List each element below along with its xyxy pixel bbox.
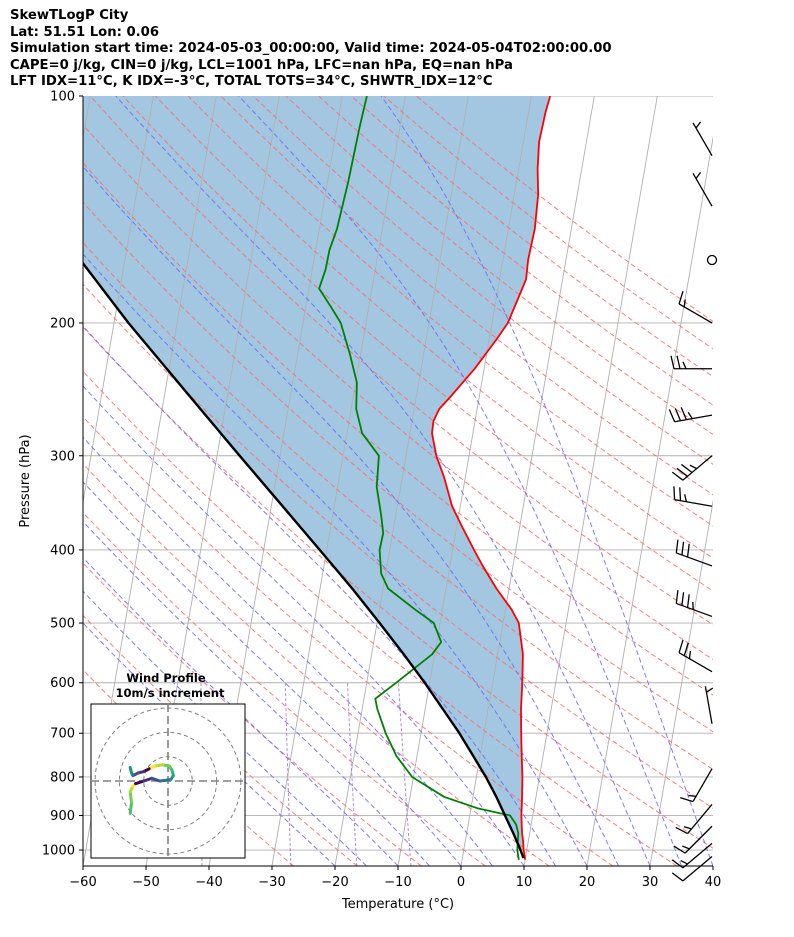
chart-header: SkewTLogP City Lat: 51.51 Lon: 0.06 Simu… <box>10 8 612 91</box>
moist-adiabat <box>380 96 713 866</box>
x-tick-label: 40 <box>705 875 722 890</box>
moist-adiabat <box>83 253 588 866</box>
wind-barb <box>704 686 714 724</box>
dry-adiabat <box>83 562 422 866</box>
wind-barb <box>706 254 718 266</box>
moist-adiabat <box>83 557 399 866</box>
y-tick-label: 500 <box>50 617 75 632</box>
x-tick-label: 20 <box>579 875 596 890</box>
wind-barb <box>671 856 713 882</box>
hodograph-trace-segment <box>128 766 134 775</box>
wind-barb <box>673 825 713 854</box>
mixing-ratio-line <box>398 682 412 866</box>
dry-adiabat <box>187 96 713 527</box>
hodograph-title: Wind Profile <box>126 671 206 685</box>
wind-barb <box>675 590 713 618</box>
profiles <box>83 96 552 860</box>
hodograph-trace-segment <box>128 790 134 805</box>
simulation-times: Simulation start time: 2024-05-03_00:00:… <box>10 41 612 56</box>
dry-adiabat <box>83 162 713 696</box>
isotherm-line <box>712 863 713 866</box>
x-tick-label: 0 <box>457 875 465 890</box>
hodograph-trace-segment <box>158 778 173 783</box>
wind-barb <box>692 121 713 157</box>
dry-adiabat <box>83 124 713 661</box>
y-tick-label: 800 <box>50 770 75 785</box>
wind-barb <box>692 171 713 207</box>
y-tick-label: 600 <box>50 676 75 691</box>
y-tick-label: 200 <box>50 316 75 331</box>
moist-adiabat <box>83 520 430 866</box>
dry-adiabat <box>83 614 358 866</box>
dry-adiabat <box>83 416 614 866</box>
dry-adiabat <box>155 96 713 559</box>
wind-barb <box>673 486 713 507</box>
wind-barb <box>680 768 713 803</box>
x-axis-label: Temperature (°C) <box>341 897 454 912</box>
x-tick-label: −40 <box>195 875 222 890</box>
y-tick-label: 1000 <box>42 844 75 859</box>
mixing-ratio-lines <box>200 682 412 866</box>
moist-adiabat <box>238 96 682 866</box>
x-tick-label: −30 <box>258 875 285 890</box>
y-tick-label: 100 <box>50 90 75 105</box>
stability-indices-1: CAPE=0 j/kg, CIN=0 j/kg, LCL=1001 hPa, L… <box>10 57 513 73</box>
dry-adiabat <box>83 511 486 866</box>
isotherm-line <box>83 96 91 141</box>
wind-barb <box>675 804 713 835</box>
wind-barb <box>678 639 713 673</box>
moist-adiabat <box>83 436 493 866</box>
isotherm-line <box>776 96 794 866</box>
parcel-profile <box>83 261 525 859</box>
dry-adiabat <box>83 201 713 733</box>
wind-barb <box>678 291 713 324</box>
wind-barb <box>675 539 713 567</box>
wind-barb <box>671 455 713 481</box>
isotherm-line <box>83 96 154 505</box>
y-tick-label: 400 <box>50 543 75 558</box>
wind-barb <box>668 407 713 423</box>
temperature-profile <box>431 96 552 860</box>
wind-barb <box>670 355 712 370</box>
x-tick-label: −10 <box>384 875 411 890</box>
hodograph-subtitle: 10m/s increment <box>116 686 225 700</box>
moist-adiabat <box>83 481 462 866</box>
y-tick-label: 700 <box>50 727 75 742</box>
mixing-ratio-line <box>347 682 358 866</box>
moist-adiabat <box>83 165 619 866</box>
dry-adiabat <box>83 241 713 770</box>
dry-adiabat <box>83 370 678 866</box>
axes: −60 −50 −40 −30 −20 −10 0 10 20 30 40 100 200 300 400 5… <box>42 90 721 891</box>
hodograph: Wind Profile 10m/s increment <box>90 671 246 859</box>
plot-area <box>83 96 794 866</box>
dry-adiabat <box>83 326 713 849</box>
isotherm-line <box>649 499 713 866</box>
x-tick-label: −20 <box>321 875 348 890</box>
y-tick-label: 900 <box>50 809 75 824</box>
isotherm-line <box>271 96 406 866</box>
dry-adiabat <box>83 463 550 866</box>
wind-barbs <box>668 121 718 882</box>
isotherm-line <box>523 96 658 866</box>
isotherm-line <box>586 135 713 866</box>
isotherm-line <box>334 96 469 866</box>
y-axis-label: Pressure (hPa) <box>18 434 33 527</box>
dry-adiabat <box>285 96 713 436</box>
x-tick-label: 30 <box>642 875 659 890</box>
dewpoint-profile <box>318 96 520 860</box>
hodograph-trace-segment <box>128 801 134 815</box>
x-tick-label: 10 <box>516 875 533 890</box>
isotherm-line <box>397 96 532 866</box>
chart-title: SkewTLogP City <box>10 8 129 23</box>
stability-indices-2: LFT IDX=11°C, K IDX=-3°C, TOTAL TOTS=34°… <box>10 74 493 89</box>
moist-adiabat <box>83 385 525 866</box>
x-tick-label: −50 <box>132 875 159 890</box>
dry-adiabat <box>83 283 713 809</box>
isotherm-line <box>460 96 595 866</box>
x-tick-label: −60 <box>69 875 96 890</box>
moist-adiabat <box>115 96 651 866</box>
location-text: Lat: 51.51 Lon: 0.06 <box>10 24 160 40</box>
y-tick-label: 300 <box>50 449 75 464</box>
